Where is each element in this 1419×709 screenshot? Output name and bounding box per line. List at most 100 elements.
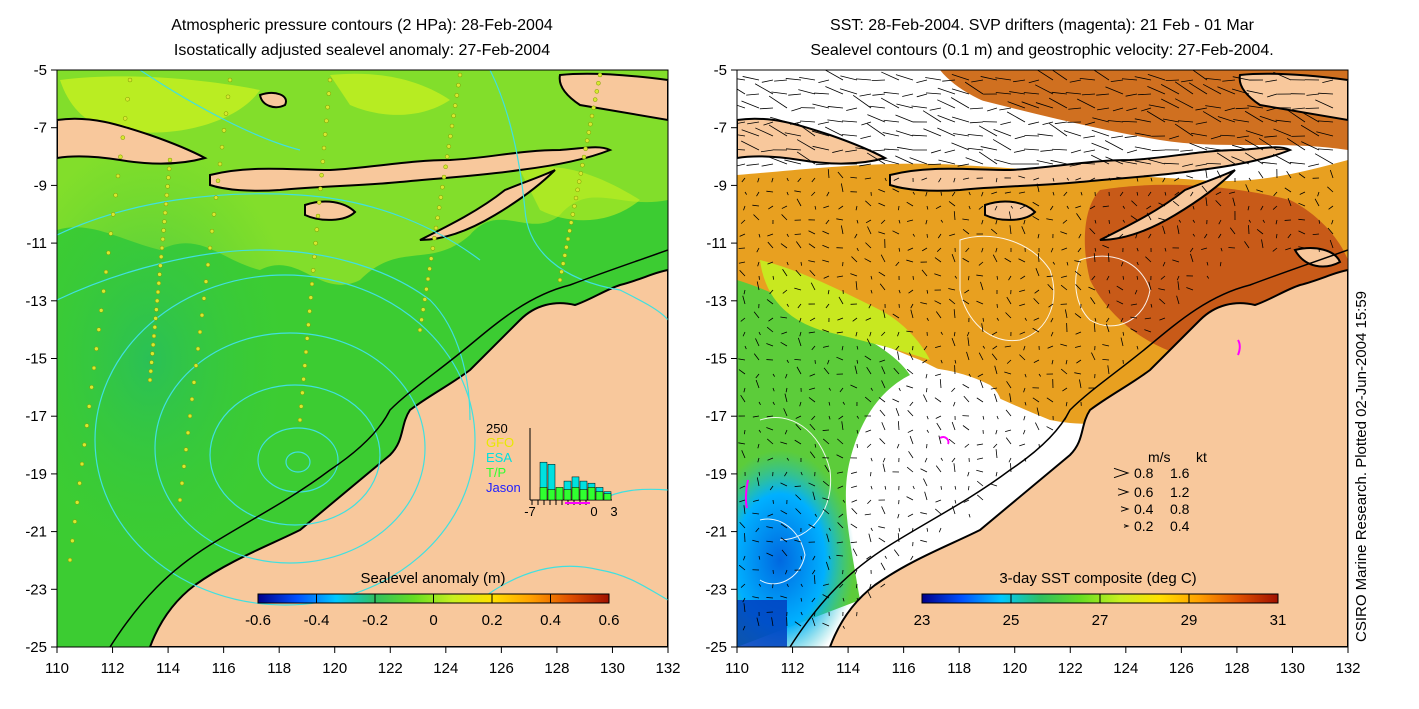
velocity-arrow: [1121, 78, 1138, 81]
track-dot: [456, 82, 461, 88]
velocity-arrow: [897, 146, 914, 151]
velocity-arrow: [925, 373, 928, 379]
velocity-arrow: [1018, 191, 1026, 194]
velocity-arrow: [937, 233, 942, 239]
velocity-arrow: [1036, 407, 1040, 417]
velocity-arrow: [850, 541, 858, 544]
velocity-arrow: [828, 527, 832, 531]
velocity-arrow: [1136, 247, 1139, 252]
velocity-arrow: [758, 233, 761, 238]
track-dot: [302, 363, 308, 368]
track-dot: [149, 360, 154, 365]
velocity-arrow: [784, 393, 788, 403]
velocity-arrow: [1024, 317, 1027, 321]
velocity-arrow: [766, 326, 774, 333]
track-dot: [181, 464, 187, 469]
left-lon-label-2: 114: [156, 660, 180, 677]
left-lon-label-1: 112: [101, 660, 125, 677]
velocity-arrow: [880, 583, 886, 588]
vel-legend-arrow-0: [1113, 467, 1130, 479]
velocity-arrow: [771, 91, 788, 95]
velocity-arrow: [897, 533, 900, 543]
legend-tp-bar-7: [587, 487, 596, 501]
velocity-arrow: [1192, 233, 1196, 237]
track-dot: [219, 144, 225, 150]
velocity-arrow: [910, 303, 914, 309]
velocity-arrow: [1019, 443, 1026, 447]
velocity-arrow: [737, 149, 746, 151]
velocity-arrow: [897, 421, 900, 431]
velocity-arrow: [851, 471, 858, 474]
velocity-arrow: [897, 513, 900, 519]
velocity-arrow: [808, 397, 816, 403]
velocity-arrow: [856, 345, 859, 350]
track-dot: [191, 380, 197, 385]
velocity-arrow: [930, 149, 942, 154]
velocity-arrow: [744, 191, 747, 195]
velocity-arrow: [1021, 226, 1026, 235]
velocity-arrow: [1300, 111, 1320, 123]
velocity-arrow: [1247, 105, 1264, 109]
velocity-arrow: [1262, 219, 1265, 223]
velocity-arrow: [1177, 120, 1194, 123]
right-lat-label-3: -11: [706, 235, 727, 252]
velocity-arrow: [962, 258, 970, 263]
track-dot: [221, 128, 227, 133]
track-dot: [161, 228, 166, 233]
velocity-arrow: [995, 471, 998, 477]
track-dot: [150, 342, 156, 348]
velocity-arrow: [1094, 317, 1097, 322]
velocity-arrow: [869, 583, 872, 589]
velocity-arrow: [1151, 149, 1166, 152]
velocity-arrow: [978, 125, 998, 137]
left-colorbar-ticks: -0.6 -0.4 -0.2 0 0.2 0.4 0.6: [245, 594, 619, 629]
velocity-arrow: [799, 331, 802, 337]
velocity-arrow: [741, 177, 746, 183]
track-dot: [584, 138, 590, 143]
velocity-arrow: [822, 345, 830, 348]
velocity-arrow: [761, 79, 774, 83]
velocity-arrow: [1051, 91, 1068, 95]
velocity-arrow: [981, 247, 984, 253]
velocity-arrow: [742, 597, 746, 603]
velocity-arrow: [1019, 205, 1026, 210]
right-lon-label-5: 120: [1002, 660, 1027, 677]
legend-tp-bar-5: [571, 487, 580, 501]
velocity-arrow: [822, 244, 830, 249]
velocity-arrow: [940, 219, 944, 223]
velocity-arrow: [962, 425, 970, 431]
velocity-arrow: [967, 147, 984, 151]
velocity-arrow: [814, 513, 818, 517]
velocity-arrow: [839, 387, 844, 393]
vel-row-0-kt: 1.6: [1170, 465, 1190, 481]
velocity-arrow: [774, 79, 788, 82]
velocity-arrow: [766, 415, 774, 418]
left-title-line1: Atmospheric pressure contours (2 HPa): 2…: [171, 17, 553, 34]
left-lon-label-3: 116: [212, 660, 236, 677]
velocity-arrow: [1078, 233, 1082, 239]
velocity-arrow: [987, 107, 998, 112]
velocity-arrow: [1244, 152, 1264, 165]
right-lat-label-0: -5: [714, 62, 727, 79]
velocity-arrow: [953, 133, 970, 137]
legend-tp-bar-1: [539, 487, 548, 501]
velocity-arrow: [1328, 205, 1334, 210]
velocity-arrow: [770, 116, 788, 123]
track-dot: [428, 256, 434, 261]
track-dot: [568, 220, 574, 225]
velocity-arrow: [837, 171, 844, 179]
velocity-arrow: [991, 353, 998, 361]
right-lon-label-11: 132: [1335, 660, 1360, 677]
velocity-arrow: [963, 395, 970, 403]
right-small-island: [1293, 247, 1342, 268]
track-dot: [420, 307, 426, 312]
velocity-arrow: [1130, 316, 1138, 319]
velocity-arrow: [1206, 261, 1209, 266]
velocity-arrow: [910, 309, 914, 319]
velocity-arrow: [978, 261, 984, 266]
right-lat-label-1: -7: [714, 120, 727, 137]
velocity-arrow: [909, 435, 914, 445]
velocity-arrow: [1276, 148, 1292, 151]
velocity-arrow: [1005, 312, 1012, 319]
velocity-arrow: [1130, 328, 1138, 333]
